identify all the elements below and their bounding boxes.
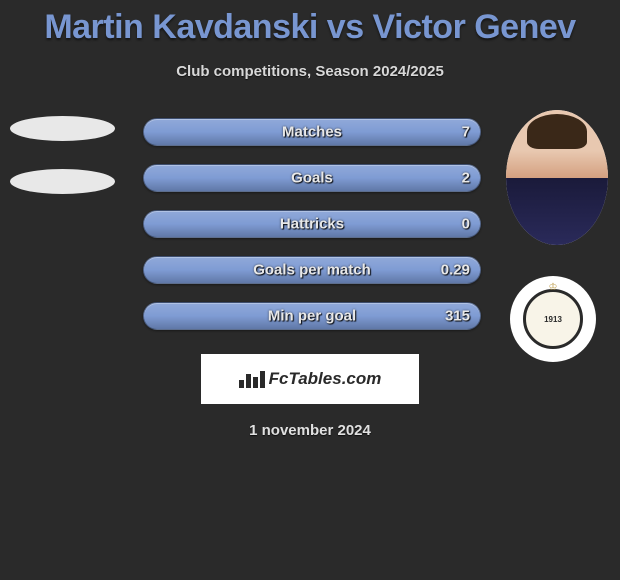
- comparison-container: Martin Kavdanski vs Victor Genev Club co…: [0, 0, 620, 580]
- badge-text: FcTables.com: [269, 369, 382, 389]
- right-player-avatar: [506, 110, 608, 245]
- stat-bar-row: Hattricks 0: [143, 210, 481, 238]
- fctables-badge: FcTables.com: [201, 354, 419, 404]
- date-text: 1 november 2024: [0, 422, 620, 439]
- club-badge-icon: ♔ 1913: [523, 289, 583, 349]
- avatar-placeholder-icon: [10, 116, 115, 141]
- subtitle: Club competitions, Season 2024/2025: [0, 63, 620, 80]
- stat-value: 7: [462, 124, 470, 141]
- bar-chart-icon: [239, 371, 265, 388]
- stat-value: 2: [462, 170, 470, 187]
- stat-label: Goals per match: [253, 262, 371, 279]
- stat-label: Hattricks: [280, 216, 344, 233]
- stat-bar-row: Matches 7: [143, 118, 481, 146]
- stats-area: ♔ 1913 Matches 7 Goals 2 Hattricks 0 Goals per…: [0, 118, 620, 330]
- stat-bar-row: Min per goal 315: [143, 302, 481, 330]
- right-club-logo: ♔ 1913: [510, 276, 596, 362]
- left-player-placeholder: [10, 116, 115, 222]
- stat-value: 0.29: [441, 262, 470, 279]
- stat-value: 315: [445, 308, 470, 325]
- stat-label: Matches: [282, 124, 342, 141]
- avatar-placeholder-icon: [10, 169, 115, 194]
- stat-bar: Hattricks 0: [143, 210, 481, 238]
- stat-value: 0: [462, 216, 470, 233]
- stat-bar-row: Goals per match 0.29: [143, 256, 481, 284]
- stat-bar: Min per goal 315: [143, 302, 481, 330]
- player-hair-icon: [527, 114, 587, 149]
- stat-label: Min per goal: [268, 308, 356, 325]
- page-title: Martin Kavdanski vs Victor Genev: [0, 8, 620, 47]
- stat-bar: Goals per match 0.29: [143, 256, 481, 284]
- player-face-icon: [506, 110, 608, 178]
- stat-bar-row: Goals 2: [143, 164, 481, 192]
- player-jersey-icon: [506, 178, 608, 246]
- stat-bar: Matches 7: [143, 118, 481, 146]
- stat-bar: Goals 2: [143, 164, 481, 192]
- stat-bars: Matches 7 Goals 2 Hattricks 0 Goals per match 0…: [139, 118, 481, 330]
- crown-icon: ♔: [549, 282, 558, 293]
- club-year-text: 1913: [544, 315, 562, 324]
- stat-label: Goals: [291, 170, 333, 187]
